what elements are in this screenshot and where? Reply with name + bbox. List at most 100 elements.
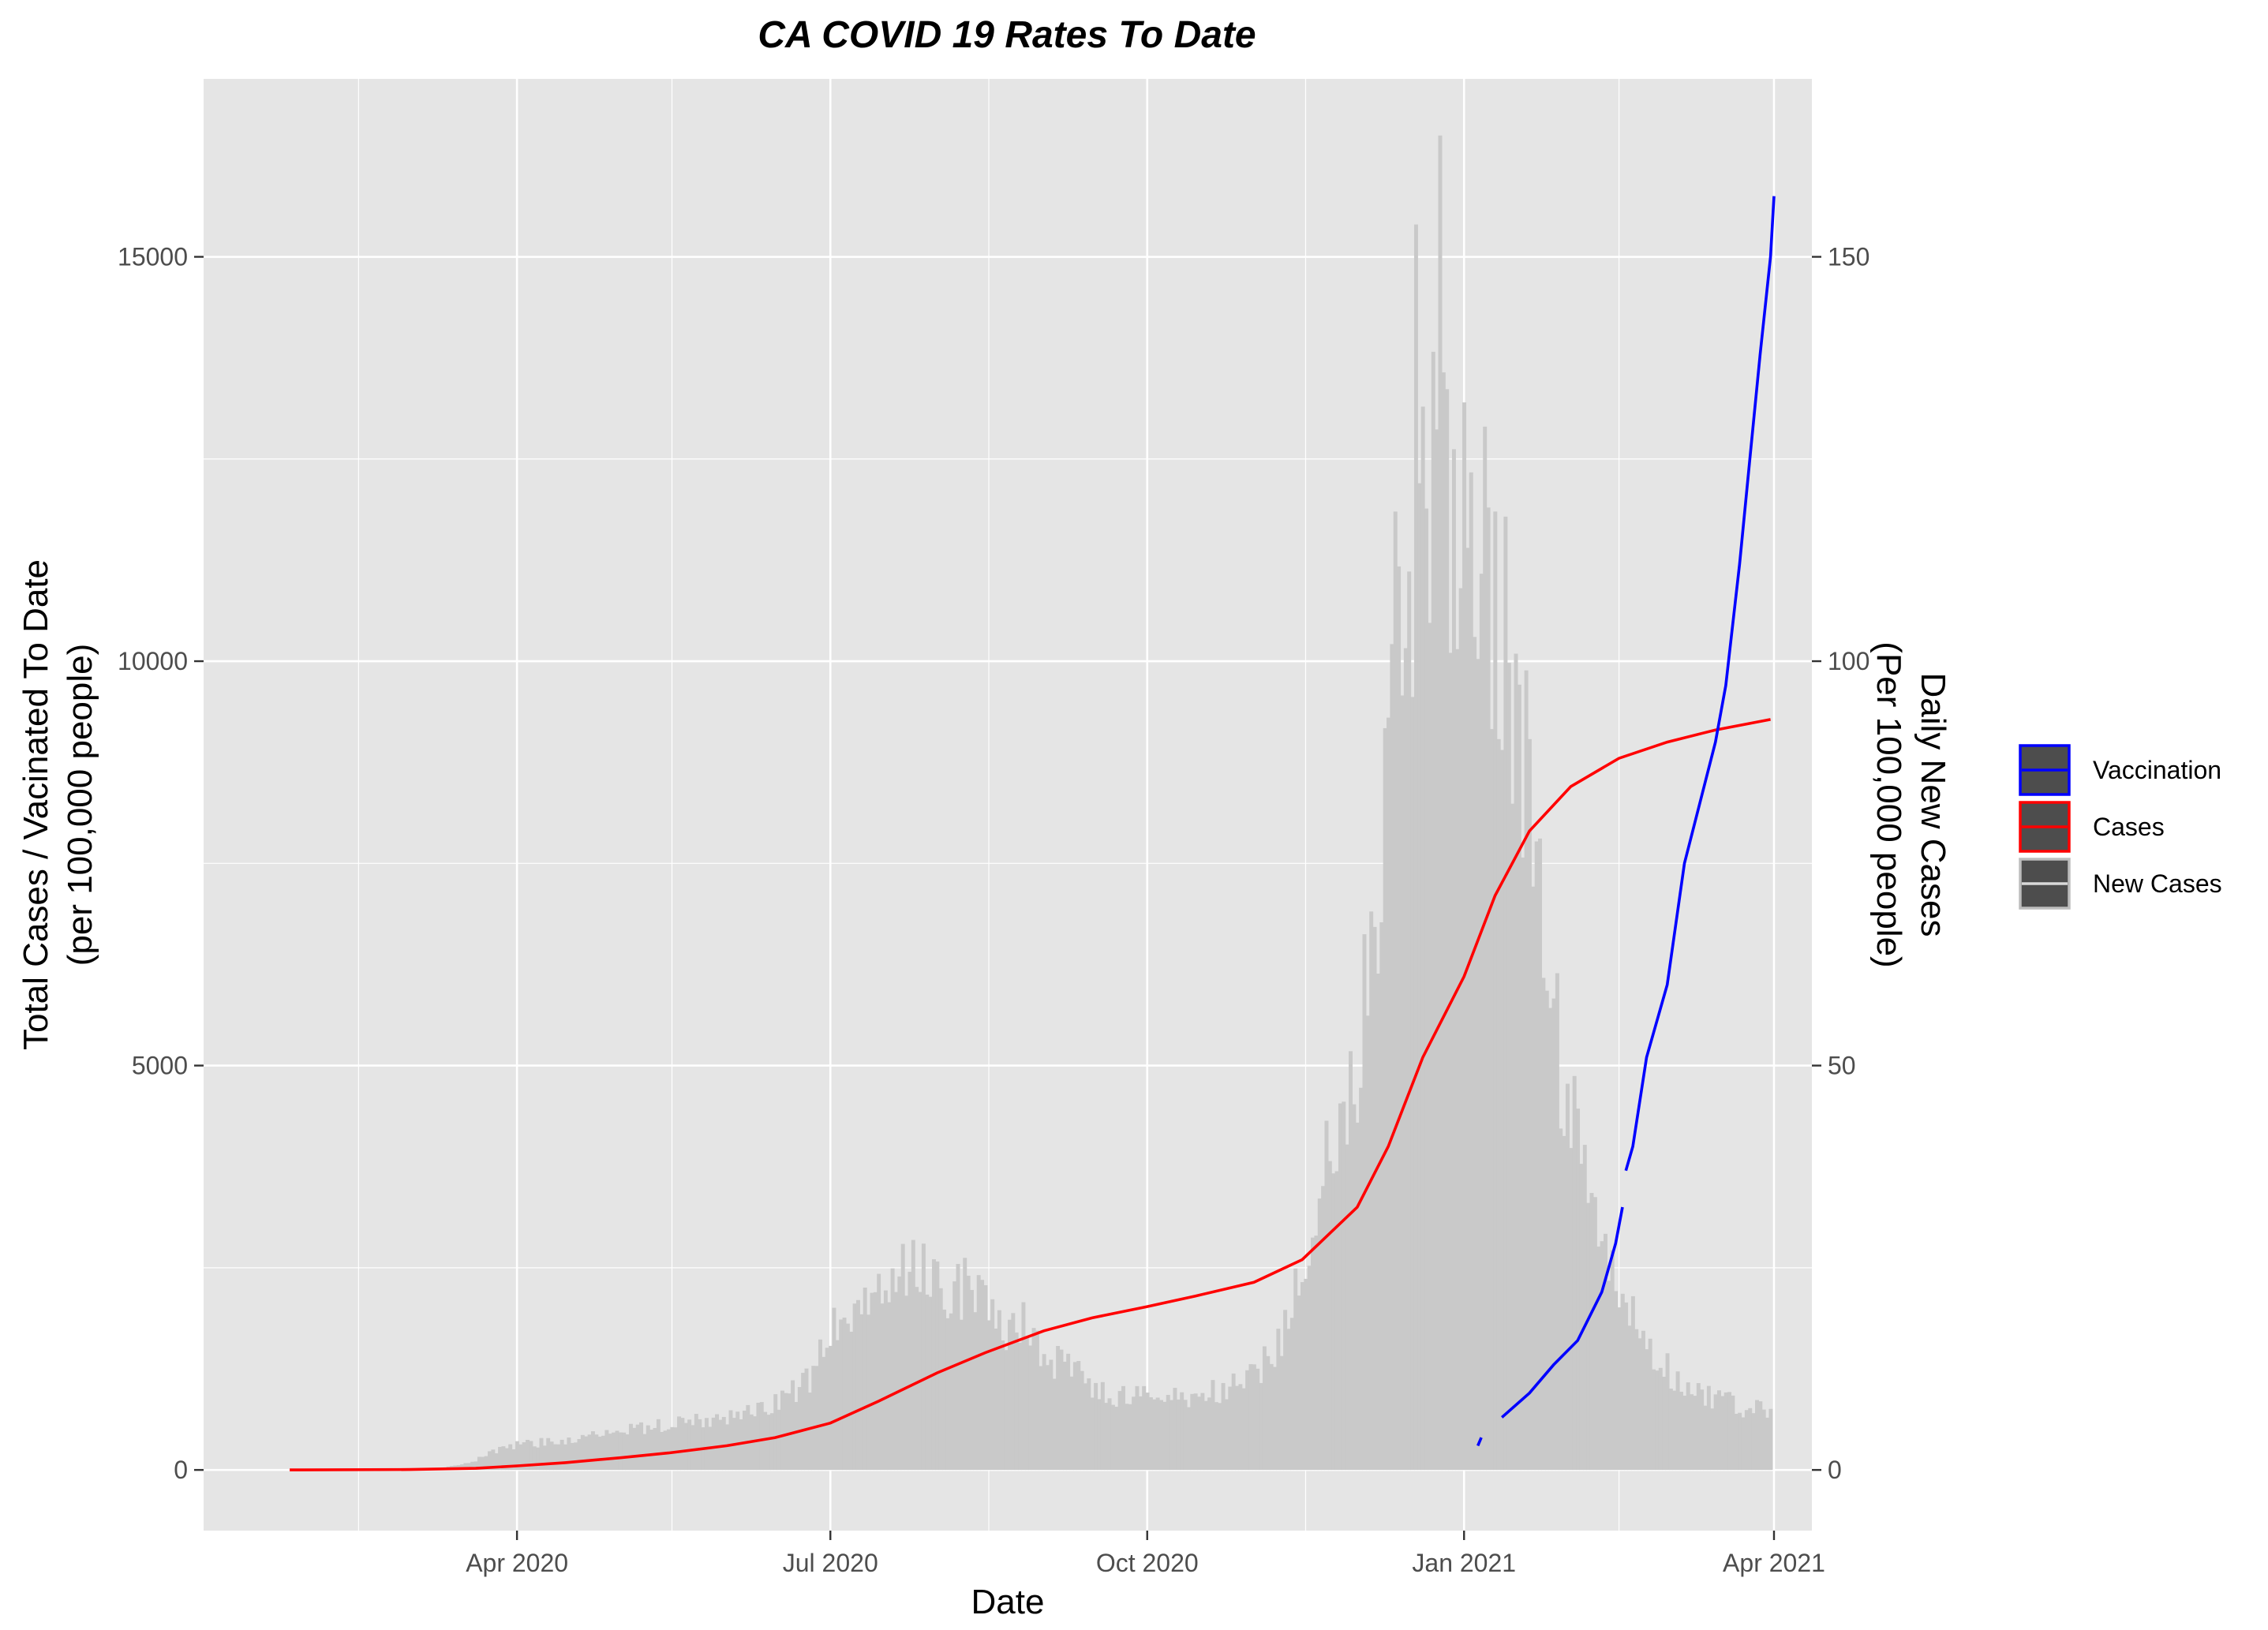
new-cases-bar xyxy=(832,1307,836,1471)
y-left-tick-label: 10000 xyxy=(118,647,188,675)
new-cases-bar xyxy=(956,1264,960,1471)
new-cases-bar xyxy=(900,1243,905,1471)
new-cases-bar xyxy=(1031,1328,1036,1471)
new-cases-bar xyxy=(1768,1408,1773,1471)
cases-line xyxy=(290,718,1771,1471)
new-cases-bar xyxy=(1056,1346,1061,1471)
new-cases-bar xyxy=(1289,1318,1294,1471)
new-cases-bar xyxy=(1455,649,1460,1471)
new-cases-bar xyxy=(1231,1373,1236,1471)
new-cases-bar xyxy=(1135,1385,1140,1471)
new-cases-bar xyxy=(1524,670,1529,1471)
new-cases-bar xyxy=(560,1439,564,1471)
new-cases-bar xyxy=(1152,1399,1157,1471)
new-cases-bar xyxy=(1190,1393,1195,1471)
new-cases-bar xyxy=(1018,1342,1023,1471)
new-cases-bar xyxy=(691,1425,695,1471)
new-cases-bar xyxy=(811,1366,816,1471)
new-cases-bar xyxy=(608,1434,612,1471)
new-cases-bar xyxy=(612,1432,616,1471)
new-cases-bar xyxy=(481,1456,485,1471)
new-cases-bar xyxy=(1252,1364,1256,1471)
new-cases-bar xyxy=(887,1302,892,1471)
new-cases-bar xyxy=(890,1268,895,1471)
new-cases-bar xyxy=(746,1404,750,1471)
new-cases-bar xyxy=(915,1287,919,1471)
new-cases-bar xyxy=(1245,1370,1250,1471)
new-cases-bar xyxy=(683,1423,688,1471)
new-cases-bar xyxy=(1624,1302,1629,1471)
new-cases-bar xyxy=(870,1292,874,1471)
new-cases-bar xyxy=(1180,1392,1185,1471)
new-cases-bar xyxy=(855,1299,860,1471)
new-cases-bar xyxy=(625,1434,630,1471)
new-cases-bar xyxy=(1761,1409,1766,1471)
new-cases-bar xyxy=(1035,1330,1039,1471)
new-cases-bar xyxy=(1665,1353,1670,1471)
new-cases-bar xyxy=(787,1393,792,1471)
new-cases-bar xyxy=(604,1430,609,1471)
new-cases-bar xyxy=(1094,1382,1098,1471)
new-cases-bar xyxy=(622,1432,627,1471)
new-cases-bar xyxy=(728,1410,733,1471)
new-cases-bar xyxy=(1562,1135,1566,1471)
new-cases-bar xyxy=(863,1288,867,1471)
axes: 0 5000 10000 15000 0 50 100 150 Apr 2020 Jul 2020… xyxy=(118,243,1869,1577)
new-cases-bar xyxy=(973,1312,978,1471)
new-cases-bar xyxy=(1028,1345,1033,1471)
new-cases-bar xyxy=(1448,652,1453,1471)
new-cases-bar xyxy=(704,1418,709,1471)
new-cases-bar xyxy=(1387,717,1391,1471)
new-cases-bar xyxy=(986,1320,991,1471)
new-cases-bar xyxy=(677,1416,682,1471)
new-cases-bar xyxy=(877,1273,881,1471)
new-cases-bar xyxy=(742,1411,747,1471)
new-cases-bar xyxy=(577,1438,582,1471)
new-cases-bar xyxy=(580,1434,585,1471)
new-cases-bar xyxy=(1218,1403,1222,1471)
new-cases-bar xyxy=(1159,1400,1163,1471)
new-cases-bar xyxy=(1059,1349,1064,1471)
new-cases-bar xyxy=(536,1447,541,1471)
new-cases-bar xyxy=(1596,1247,1601,1471)
new-cases-bar xyxy=(1451,449,1456,1471)
new-cases-bar xyxy=(976,1275,981,1471)
new-cases-bar xyxy=(1576,1108,1581,1471)
new-cases-bar xyxy=(498,1446,503,1471)
new-cases-bar xyxy=(597,1436,602,1471)
new-cases-bar xyxy=(1551,998,1556,1471)
new-cases-bar xyxy=(1197,1396,1201,1471)
new-cases-bar xyxy=(549,1441,554,1471)
new-cases-bar xyxy=(769,1413,774,1471)
new-cases-bar xyxy=(670,1426,675,1471)
new-cases-bar xyxy=(1383,727,1387,1471)
new-cases-bar xyxy=(804,1368,809,1471)
new-cases-bar xyxy=(1527,738,1532,1471)
new-cases-bar xyxy=(1090,1397,1095,1471)
new-cases-bar xyxy=(1359,1087,1364,1471)
new-cases-bar xyxy=(1375,974,1380,1471)
new-cases-bar xyxy=(983,1285,988,1471)
new-cases-bar xyxy=(1465,548,1470,1471)
new-cases-bar xyxy=(1627,1325,1632,1471)
new-cases-bar xyxy=(1703,1405,1708,1471)
x-axis-title: Date xyxy=(971,1583,1045,1621)
new-cases-bar xyxy=(494,1453,499,1471)
new-cases-bar xyxy=(542,1445,547,1471)
new-cases-bar xyxy=(1548,1008,1553,1471)
new-cases-bar xyxy=(780,1390,784,1471)
new-cases-bar xyxy=(587,1434,592,1471)
new-cases-bar xyxy=(1641,1330,1645,1471)
new-cases-bar xyxy=(753,1416,758,1471)
new-cases-bar xyxy=(1686,1382,1690,1471)
new-cases-bar xyxy=(794,1402,799,1471)
y-left-tick-label: 0 xyxy=(174,1456,188,1484)
new-cases-bar xyxy=(1734,1413,1738,1471)
vaccination-line xyxy=(1501,1206,1624,1419)
new-cases-bar xyxy=(1021,1302,1026,1471)
new-cases-bar xyxy=(526,1439,530,1471)
new-cases-bar xyxy=(1042,1354,1046,1471)
new-cases-bar xyxy=(463,1463,468,1471)
new-cases-bar xyxy=(1221,1382,1226,1471)
